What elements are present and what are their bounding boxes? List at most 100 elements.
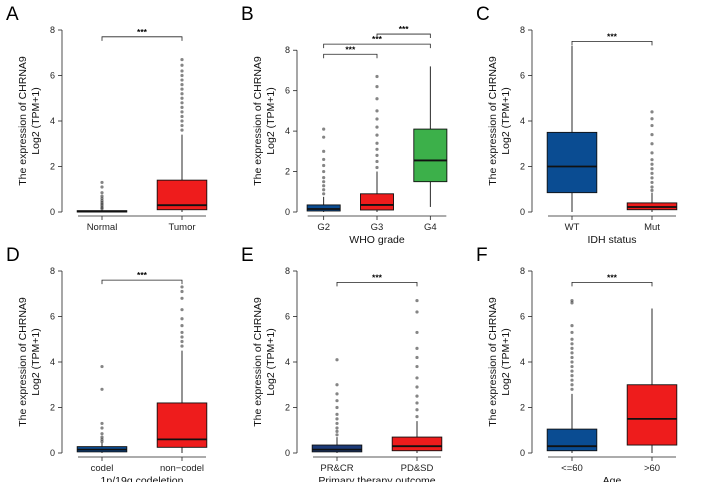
panel-b: B The expression of CHRNA9 Log2 (TPM+1) 0 2 4… xyxy=(235,0,470,246)
significance-bracket xyxy=(323,53,378,59)
panel-letter: E xyxy=(241,245,254,266)
outlier-point-g2 xyxy=(322,188,326,192)
outlier-point-pr-cr xyxy=(335,383,339,387)
y-tick-label: 6 xyxy=(520,71,525,81)
outlier-point-g2 xyxy=(322,184,326,188)
outlier-point-normal xyxy=(100,185,104,189)
outlier-point-non-codel xyxy=(180,344,184,348)
outlier-point-tumor xyxy=(180,78,184,82)
y-tick-label: 8 xyxy=(285,45,290,55)
chart-e-svg: E The expression of CHRNA9 Log2 (TPM+1) 0 2 4… xyxy=(241,245,443,482)
outlier-point-pd-sd xyxy=(415,394,419,398)
outlier-point-60 xyxy=(570,374,574,378)
outlier-point-mut xyxy=(650,133,654,137)
outlier-point-g2 xyxy=(322,180,326,184)
y-tick-label: 2 xyxy=(50,403,55,413)
outlier-point-g2 xyxy=(322,157,326,162)
outlier-point-pd-sd xyxy=(415,385,419,389)
x-category-pr-cr: PR&CR xyxy=(320,463,353,474)
chart-f-svg: F The expression of CHRNA9 Log2 (TPM+1) 0 2 4… xyxy=(476,245,678,482)
y-tick-label: 8 xyxy=(520,266,525,276)
x-category-normal: Normal xyxy=(87,222,118,233)
y-axis-title-2: Log2 (TPM+1) xyxy=(30,328,42,395)
outlier-point-pd-sd xyxy=(415,364,419,369)
outlier-point-tumor xyxy=(180,110,184,114)
outlier-point-mut xyxy=(650,117,654,121)
chart-b-svg: B The expression of CHRNA9 Log2 (TPM+1) 0 2 4… xyxy=(241,4,448,246)
y-tick-label: 0 xyxy=(50,448,55,458)
outlier-point-pd-sd xyxy=(415,346,419,350)
outlier-point-pd-sd xyxy=(415,298,419,303)
y-tick-label: 4 xyxy=(520,357,525,367)
y-tick-label: 4 xyxy=(520,116,525,126)
chart-a-svg: A The expression of CHRNA9 Log2 (TPM+1) 0 2 4… xyxy=(6,4,208,233)
outlier-point-60 xyxy=(570,360,574,364)
y-axis-title: The expression of CHRNA9 xyxy=(17,297,29,427)
outlier-point-mut xyxy=(650,180,654,185)
outlier-point-tumor xyxy=(180,114,184,119)
significance-bracket xyxy=(101,279,183,285)
outlier-point-pr-cr xyxy=(335,417,339,421)
panel-letter: C xyxy=(476,4,490,25)
panel-a: A The expression of CHRNA9 Log2 (TPM+1) 0 2 4… xyxy=(0,0,235,241)
outlier-point-pd-sd xyxy=(415,310,419,314)
x-axis-title: 1p/19q codeletion xyxy=(101,475,184,482)
y-axis-title: The expression of CHRNA9 xyxy=(487,56,499,186)
outlier-point-tumor xyxy=(180,101,184,105)
box-non-codel xyxy=(156,402,208,448)
y-tick-label: 0 xyxy=(285,207,290,217)
y-tick-label: 8 xyxy=(50,266,55,276)
x-axis-title: IDH status xyxy=(587,234,636,246)
outlier-point-g2 xyxy=(322,127,326,131)
outlier-point-g3 xyxy=(375,97,379,101)
significance-label: *** xyxy=(607,272,618,282)
panel-e: E The expression of CHRNA9 Log2 (TPM+1) 0 2 4… xyxy=(235,241,470,482)
box-60 xyxy=(546,428,598,452)
y-tick-label: 0 xyxy=(285,448,290,458)
outlier-point-g3 xyxy=(375,141,379,145)
significance-label: *** xyxy=(372,34,383,44)
outlier-point-g3 xyxy=(375,159,379,164)
outlier-point-normal xyxy=(100,191,104,195)
outlier-point-normal xyxy=(100,194,104,198)
y-tick-label: 2 xyxy=(285,167,290,177)
panel-letter: F xyxy=(476,245,488,266)
outlier-point-codel xyxy=(100,387,104,391)
y-axis-title: The expression of CHRNA9 xyxy=(487,297,499,427)
outlier-point-tumor xyxy=(180,92,184,96)
outlier-point-mut xyxy=(650,162,654,166)
y-axis-title-2: Log2 (TPM+1) xyxy=(30,87,42,154)
outlier-point-tumor xyxy=(180,96,184,100)
outlier-point-60 xyxy=(570,324,574,328)
outlier-point-60 xyxy=(570,369,574,373)
outlier-point-60 xyxy=(570,378,574,382)
outlier-point-g3 xyxy=(375,85,379,89)
outlier-point-tumor xyxy=(180,128,184,132)
outlier-point-pd-sd xyxy=(415,401,419,405)
outlier-point-pd-sd xyxy=(415,355,419,360)
outlier-point-pd-sd xyxy=(415,415,419,419)
y-tick-label: 8 xyxy=(285,266,290,276)
y-tick-label: 4 xyxy=(50,116,55,126)
outlier-point-normal xyxy=(100,196,104,200)
outlier-point-pd-sd xyxy=(415,408,419,412)
outlier-point-non-codel xyxy=(180,296,184,300)
outlier-point-pr-cr xyxy=(335,426,339,430)
outlier-point-mut xyxy=(650,158,654,162)
panel-d: D The expression of CHRNA9 Log2 (TPM+1) 0 2 4… xyxy=(0,241,235,482)
box-g2 xyxy=(306,204,341,212)
outlier-point-g3 xyxy=(375,147,379,151)
outlier-point-60 xyxy=(570,346,574,350)
outlier-point-codel xyxy=(100,426,104,430)
box-wt xyxy=(546,131,598,194)
box-pd-sd xyxy=(391,436,443,452)
x-category-tumor: Tumor xyxy=(168,222,195,233)
outlier-point-pr-cr xyxy=(335,412,339,416)
y-tick-label: 2 xyxy=(520,162,525,172)
x-axis-title: WHO grade xyxy=(349,234,405,246)
significance-bracket xyxy=(336,281,418,287)
y-axis-title-2: Log2 (TPM+1) xyxy=(500,328,512,395)
outlier-point-non-codel xyxy=(180,289,184,294)
y-axis-title-2: Log2 (TPM+1) xyxy=(265,328,277,395)
panel-c: C The expression of CHRNA9 Log2 (TPM+1) 0 2 4… xyxy=(470,0,705,246)
